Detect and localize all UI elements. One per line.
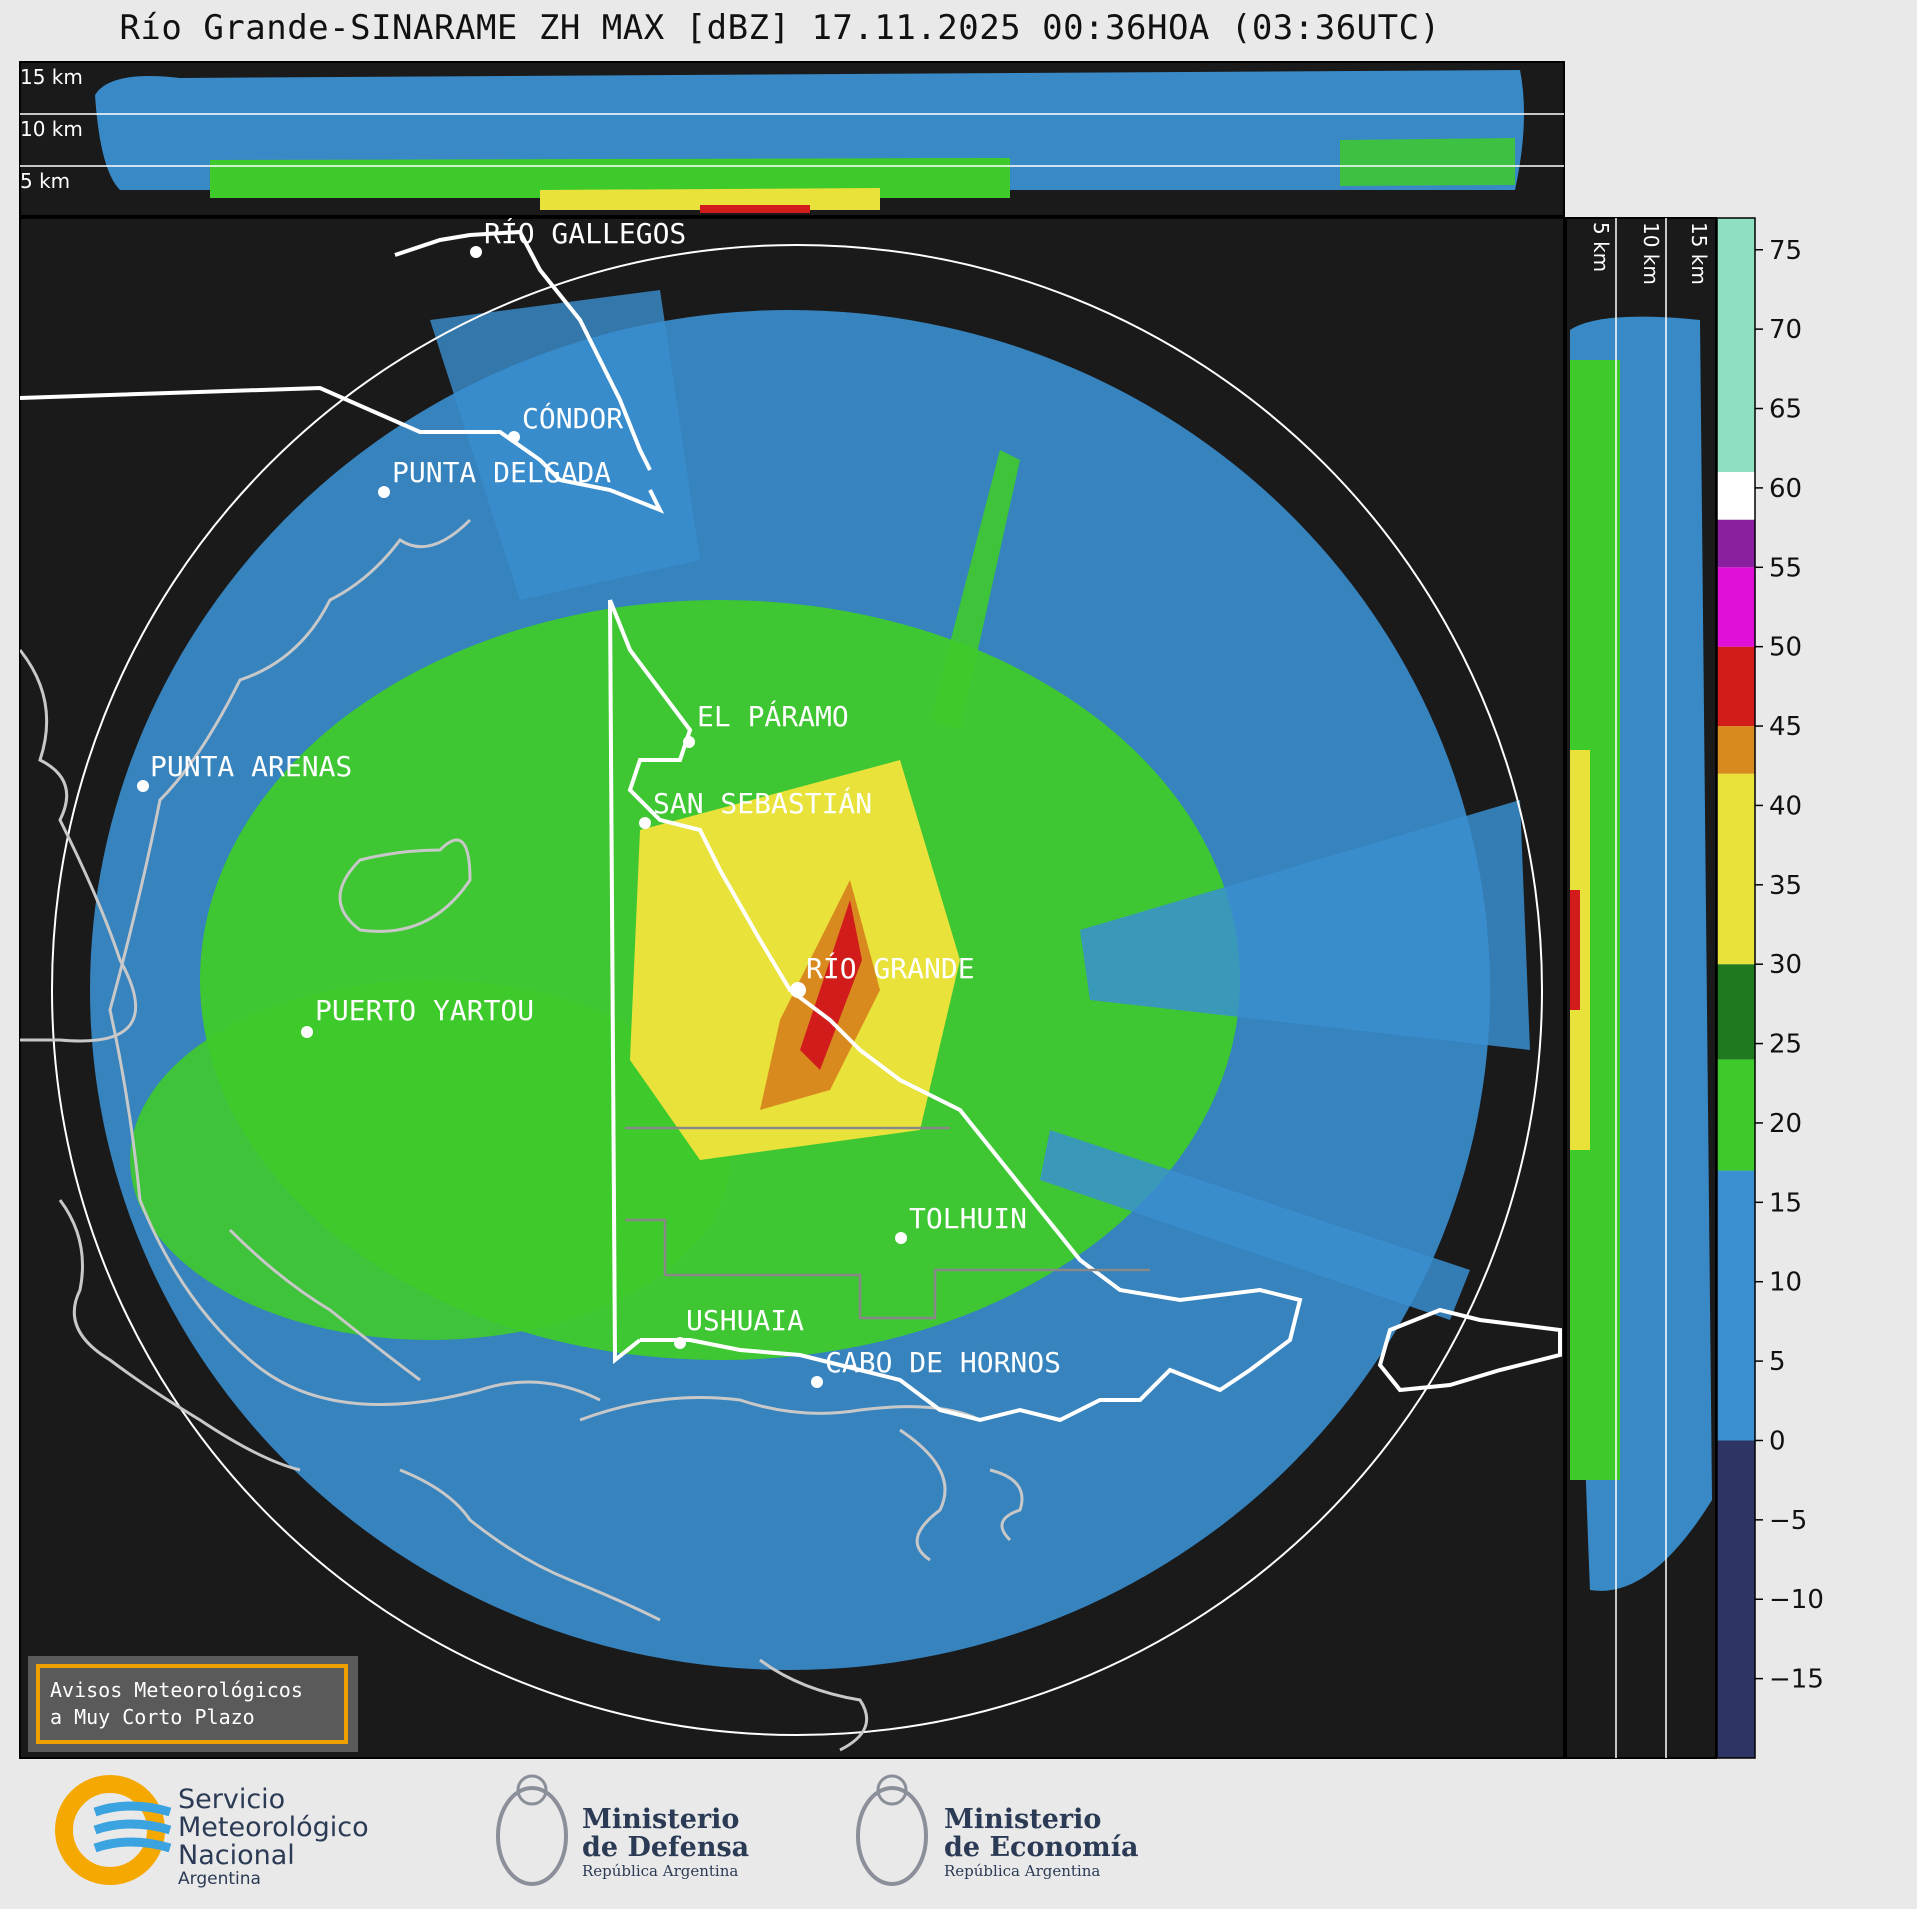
economia-logo-line-3: República Argentina xyxy=(944,1862,1100,1880)
side-cross-section-panel: 5 km 10 km 15 km xyxy=(1565,217,1717,1759)
defensa-logo-line-1: Ministerio xyxy=(582,1804,739,1835)
borders xyxy=(20,229,1303,1423)
colorbar-tick-label: 0 xyxy=(1769,1426,1786,1456)
economia-logo-line-1: Ministerio xyxy=(944,1804,1101,1835)
chart-title: Río Grande-SINARAME ZH MAX [dBZ] 17.11.2… xyxy=(119,8,1441,48)
colorbar-band xyxy=(1717,726,1755,774)
defensa-logo-line-2: de Defensa xyxy=(582,1832,749,1863)
colorbar-tick-label: 65 xyxy=(1769,395,1802,425)
place-label-rio-grande: RÍO GRANDE xyxy=(806,951,975,985)
top-height-label-5km: 5 km xyxy=(20,169,70,193)
echo-strong-area xyxy=(630,760,960,1160)
province-border xyxy=(625,1126,1150,1320)
smn-logo-line-1: Servicio xyxy=(178,1784,285,1815)
colorbar-tick-label: 50 xyxy=(1769,633,1802,663)
colorbar-tick-label: 70 xyxy=(1769,315,1802,345)
place-label-condor: CÓNDOR xyxy=(522,401,623,435)
coat-of-arms-icon xyxy=(856,1786,928,1886)
colorbar-tick-label: 60 xyxy=(1769,474,1802,504)
colorbar-band xyxy=(1717,472,1755,520)
colorbar-band xyxy=(1717,646,1755,727)
smn-logo: Servicio Meteorológico Nacional Argentin… xyxy=(55,1775,369,1889)
colorbar-tick-label: 20 xyxy=(1769,1109,1802,1139)
notice-line-1: Avisos Meteorológicos xyxy=(50,1678,303,1702)
colorbar-tick-label: 55 xyxy=(1769,553,1802,583)
colorbar-band xyxy=(1717,218,1755,473)
colorbar-band xyxy=(1717,519,1755,568)
colorbar-band xyxy=(1717,1170,1755,1441)
economia-logo-line-2: de Economía xyxy=(944,1832,1138,1863)
notice-box: Avisos Meteorológicos a Muy Corto Plazo xyxy=(28,1656,358,1752)
colorbar-band xyxy=(1717,1059,1755,1171)
place-label-puerto-yartou: PUERTO YARTOU xyxy=(315,994,534,1027)
radar-map-panel: RÍO GALLEGOS CÓNDOR PUNTA DELGADA EL PÁR… xyxy=(19,216,1565,1759)
notice-line-2: a Muy Corto Plazo xyxy=(50,1705,255,1729)
colorbar-tick-label: 15 xyxy=(1769,1188,1802,1218)
colorbar-tick-label: 25 xyxy=(1769,1030,1802,1060)
coat-of-arms-icon xyxy=(496,1786,568,1886)
place-label-cabo-de-hornos: CABO DE HORNOS xyxy=(825,1346,1061,1379)
colorbar-tick-label: 45 xyxy=(1769,712,1802,742)
place-label-punta-arenas: PUNTA ARENAS xyxy=(150,750,352,783)
colorbar-band xyxy=(1717,773,1755,965)
colorbar-tick-label: 40 xyxy=(1769,791,1802,821)
colorbar-tick-label: 10 xyxy=(1769,1268,1802,1298)
place-label-rio-gallegos: RÍO GALLEGOS xyxy=(484,216,686,250)
colorbar-tick-label: −15 xyxy=(1769,1665,1824,1695)
colorbar-band xyxy=(1717,1440,1755,1758)
smn-logo-line-2: Meteorológico xyxy=(178,1812,369,1843)
side-height-label-10km: 10 km xyxy=(1639,222,1663,285)
economia-logo: Ministerio de Economía República Argenti… xyxy=(856,1774,1138,1886)
echo-core xyxy=(800,900,862,1070)
colorbar-tick-label: −5 xyxy=(1769,1506,1807,1536)
place-label-ushuaia: USHUAIA xyxy=(686,1304,804,1337)
defensa-logo-line-3: República Argentina xyxy=(582,1862,738,1880)
defensa-logo: Ministerio de Defensa República Argentin… xyxy=(496,1774,749,1886)
colorbar-tick-label: 5 xyxy=(1769,1347,1786,1377)
place-label-punta-delgada: PUNTA DELGADA xyxy=(392,456,611,489)
side-height-label-15km: 15 km xyxy=(1687,222,1711,285)
side-height-label-5km: 5 km xyxy=(1589,222,1613,272)
top-height-label-15km: 15 km xyxy=(20,65,83,89)
colorbar-tick-label: 30 xyxy=(1769,950,1802,980)
colorbar-tick-label: 35 xyxy=(1769,871,1802,901)
smn-logo-line-4: Argentina xyxy=(178,1869,261,1889)
colorbar-band xyxy=(1717,567,1755,647)
place-label-san-sebastian: SAN SEBASTIÁN xyxy=(653,786,872,820)
smn-logo-line-3: Nacional xyxy=(178,1840,295,1871)
place-label-tolhuin: TOLHUIN xyxy=(909,1202,1027,1235)
colorbar-band xyxy=(1717,964,1755,1060)
place-label-el-paramo: EL PÁRAMO xyxy=(697,699,849,733)
coastlines xyxy=(20,518,1024,1752)
range-ring xyxy=(51,244,1543,1736)
top-cross-section-panel: 15 km 10 km 5 km xyxy=(19,61,1565,217)
top-height-label-10km: 10 km xyxy=(20,117,83,141)
colorbar-tick-label: 75 xyxy=(1769,236,1802,266)
colorbar-stripes xyxy=(1717,218,1755,1758)
colorbar-tick-label: −10 xyxy=(1769,1585,1824,1615)
